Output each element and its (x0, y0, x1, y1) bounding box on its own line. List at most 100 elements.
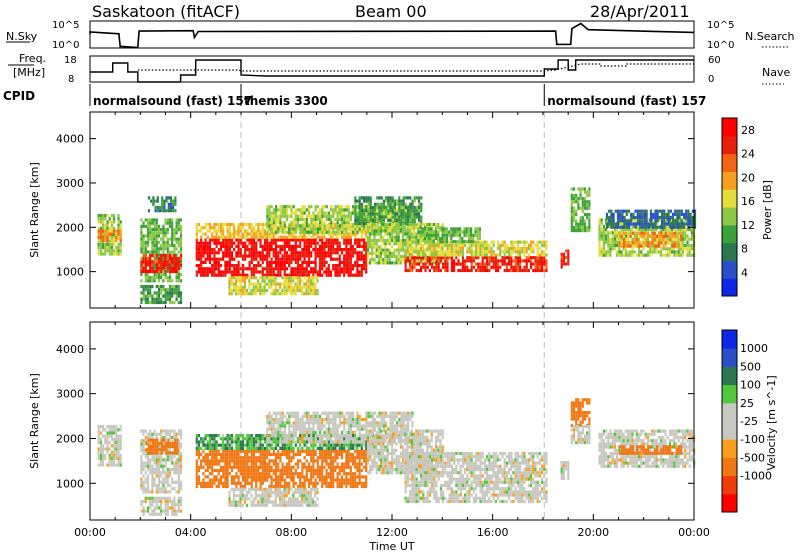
heatmap-cell (268, 279, 270, 282)
heatmap-cell (400, 258, 402, 261)
heatmap-cell (575, 223, 577, 226)
heatmap-cell (660, 254, 662, 257)
heatmap-cell (299, 231, 301, 234)
noise-left-tick-bottom: 10^0 (52, 40, 79, 51)
heatmap-cell (310, 289, 312, 292)
heatmap-cell (200, 254, 202, 257)
heatmap-cell (350, 218, 352, 221)
heatmap-cell (176, 458, 178, 461)
heatmap-cell (424, 227, 426, 230)
heatmap-cell (488, 247, 490, 250)
heatmap-cell (475, 253, 477, 256)
heatmap-cell (367, 203, 369, 206)
heatmap-cell (389, 223, 391, 226)
heatmap-cell (449, 253, 451, 256)
heatmap-cell (359, 242, 361, 245)
heatmap-cell (147, 228, 149, 231)
heatmap-cell (517, 269, 519, 272)
heatmap-cell (460, 263, 462, 266)
heatmap-cell (104, 233, 106, 236)
heatmap-cell (626, 210, 628, 213)
heatmap-cell (691, 228, 693, 231)
heatmap-cell (687, 222, 689, 225)
heatmap-cell (209, 270, 211, 273)
heatmap-cell (167, 451, 169, 454)
heatmap-cell (486, 244, 488, 247)
heatmap-cell (303, 276, 305, 279)
heatmap-cell (310, 221, 312, 224)
heatmap-cell (240, 254, 242, 257)
heatmap-cell (299, 251, 301, 254)
heatmap-cell (682, 238, 684, 241)
heatmap-cell (477, 237, 479, 240)
heatmap-cell (266, 283, 268, 286)
heatmap-cell (378, 216, 380, 219)
heatmap-cell (319, 224, 321, 227)
heatmap-cell (180, 260, 182, 263)
heatmap-cell (266, 251, 268, 254)
heatmap-cell (297, 208, 299, 211)
heatmap-cell (676, 219, 678, 222)
heatmap-cell (308, 276, 310, 279)
heatmap-cell (312, 286, 314, 289)
heatmap-cell (290, 251, 292, 254)
heatmap-cell (277, 261, 279, 264)
heatmap-cell (176, 298, 178, 301)
heatmap-cell (216, 264, 218, 267)
heatmap-cell (271, 215, 273, 218)
heatmap-cell (649, 254, 651, 257)
heatmap-cell (645, 235, 647, 238)
heatmap-cell (283, 279, 285, 282)
heatmap-cell (209, 258, 211, 261)
heatmap-cell (381, 196, 383, 199)
heatmap-cell (584, 197, 586, 200)
heatmap-cell (180, 244, 182, 247)
heatmap-cell (205, 261, 207, 264)
heatmap-cell (143, 484, 145, 487)
heatmap-cell (151, 433, 153, 436)
heatmap-cell (613, 216, 615, 219)
heatmap-cell (541, 259, 543, 262)
heatmap-cell (394, 212, 396, 215)
heatmap-cell (239, 292, 241, 295)
heatmap-cell (169, 222, 171, 225)
heatmap-cell (104, 438, 106, 441)
heatmap-cell (154, 241, 156, 244)
heatmap-cell (196, 245, 198, 248)
heatmap-cell (251, 242, 253, 245)
heatmap-cell (598, 254, 600, 257)
heatmap-cell (530, 259, 532, 262)
heatmap-cell (376, 239, 378, 242)
heatmap-cell (675, 254, 677, 257)
heatmap-cell (301, 279, 303, 282)
heatmap-cell (603, 228, 605, 231)
heatmap-cell (652, 216, 654, 219)
heatmap-cell (348, 274, 350, 277)
heatmap-cell (169, 244, 171, 247)
heatmap-cell (654, 232, 656, 235)
heatmap-cell (238, 236, 240, 239)
heatmap-cell (297, 276, 299, 279)
heatmap-cell (149, 234, 151, 237)
heatmap-cell (450, 231, 452, 234)
heatmap-cell (681, 222, 683, 225)
heatmap-cell (315, 267, 317, 270)
heatmap-cell (482, 250, 484, 253)
heatmap-cell (238, 270, 240, 273)
heatmap-cell (345, 224, 347, 227)
heatmap-cell (634, 238, 636, 241)
heatmap-cell (299, 212, 301, 215)
heatmap-cell (330, 215, 332, 218)
heatmap-cell (504, 247, 506, 250)
heatmap-cell (165, 295, 167, 298)
heatmap-cell (158, 301, 160, 304)
heatmap-cell (468, 247, 470, 250)
heatmap-cell (165, 487, 167, 490)
heatmap-cell (165, 442, 167, 445)
heatmap-cell (654, 226, 656, 229)
heatmap-cell (148, 448, 150, 451)
heatmap-cell (173, 244, 175, 247)
heatmap-cell (244, 248, 246, 251)
heatmap-cell (402, 233, 404, 236)
